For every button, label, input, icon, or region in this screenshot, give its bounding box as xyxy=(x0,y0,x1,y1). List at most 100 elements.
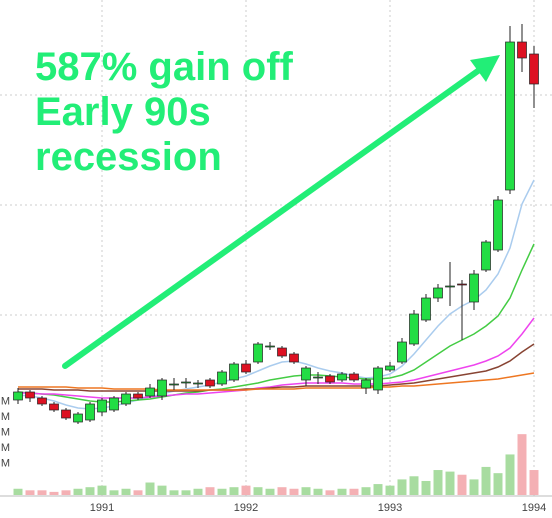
candle-body xyxy=(265,345,275,348)
volume-bar xyxy=(409,476,419,495)
volume-bar xyxy=(217,488,227,495)
volume-bar xyxy=(313,488,323,495)
candle-body xyxy=(85,403,95,421)
moving-average-line xyxy=(18,343,535,392)
candle-body xyxy=(229,363,239,381)
volume-bar xyxy=(97,485,107,495)
volume-bar xyxy=(397,479,407,495)
candle-body xyxy=(493,199,503,251)
candle-body xyxy=(313,376,323,379)
candle-body xyxy=(205,379,215,387)
candle-body xyxy=(25,391,35,399)
volume-bar xyxy=(229,487,239,495)
candle-body xyxy=(301,367,311,381)
annotation-arrow-shaft xyxy=(62,65,485,369)
grid xyxy=(0,0,552,496)
volume-bar xyxy=(13,488,23,495)
moving-average-line xyxy=(18,317,535,399)
candle-body xyxy=(133,393,143,399)
volume-bar xyxy=(337,488,347,495)
volume-bar xyxy=(193,488,203,495)
candle-body xyxy=(109,397,119,411)
volume-bar xyxy=(265,488,275,495)
candle-body xyxy=(385,365,395,371)
candle-body xyxy=(433,287,443,299)
moving-averages xyxy=(17,179,535,410)
candle-body xyxy=(157,379,167,397)
candles xyxy=(13,24,539,424)
candle-body xyxy=(481,241,491,271)
moving-average-line xyxy=(18,372,535,391)
volume-bar xyxy=(517,434,527,495)
candle-body xyxy=(61,409,71,419)
volume-bar xyxy=(457,474,467,495)
volume-tick-label: M xyxy=(1,427,10,439)
volume-bar xyxy=(253,487,263,495)
volume-bar xyxy=(241,485,251,495)
x-tick-label: 1994 xyxy=(522,502,546,514)
volume-bar xyxy=(181,490,191,495)
volume-bar xyxy=(325,490,335,495)
volume-bar xyxy=(373,484,383,495)
volume-tick-label: M xyxy=(1,395,10,407)
candle-body xyxy=(241,363,251,373)
candle-body xyxy=(97,399,107,413)
candle-body xyxy=(253,343,263,363)
volume-tick-label: M xyxy=(1,442,10,454)
volume-bar xyxy=(493,473,503,495)
volume-bar xyxy=(361,487,371,495)
candle-body xyxy=(409,313,419,345)
volume-bar xyxy=(73,488,83,495)
candle-body xyxy=(445,285,455,288)
candle-body xyxy=(217,371,227,385)
candle-body xyxy=(517,41,527,59)
candle-body xyxy=(457,283,467,286)
candle-body xyxy=(529,53,539,85)
candle-body xyxy=(505,41,515,191)
volume-bar xyxy=(169,490,179,495)
candle-body xyxy=(121,393,131,405)
volume-bar xyxy=(289,488,299,495)
volume-bar xyxy=(481,466,491,495)
volume-bar xyxy=(277,487,287,495)
volume-bar xyxy=(301,487,311,495)
candle-body xyxy=(349,373,359,381)
candle-body xyxy=(277,347,287,357)
candle-body xyxy=(193,382,203,385)
candle-body xyxy=(289,353,299,363)
volume-bar xyxy=(145,482,155,495)
x-tick-label: 1992 xyxy=(234,502,258,514)
candle-body xyxy=(421,297,431,321)
volume-bar xyxy=(121,488,131,495)
annotation-text: 587% gain off xyxy=(35,45,294,89)
candle-body xyxy=(469,273,479,303)
candle-body xyxy=(325,375,335,383)
annotation-arrow-head xyxy=(470,55,500,82)
candle-body xyxy=(13,391,23,401)
volume-bar xyxy=(157,485,167,495)
candle-body xyxy=(397,341,407,363)
candle-body xyxy=(169,383,179,386)
volume-tick-label: M xyxy=(1,411,10,423)
candle-body xyxy=(181,381,191,384)
candle-body xyxy=(49,403,59,411)
volume-bar xyxy=(433,470,443,495)
candle-body xyxy=(145,387,155,397)
volume-bar xyxy=(25,490,35,495)
volume-bar xyxy=(61,490,71,495)
volume-bar xyxy=(421,480,431,495)
volume-bar xyxy=(445,471,455,495)
candle-body xyxy=(337,373,347,381)
x-tick-label: 1991 xyxy=(90,502,114,514)
candle-body xyxy=(373,367,383,391)
volume-bar xyxy=(349,488,359,495)
volume-bar xyxy=(505,454,515,495)
volume-tick-label: M xyxy=(1,458,10,470)
x-axis: 1991 1992 1993 1994 xyxy=(0,495,552,514)
volume-bar xyxy=(109,490,119,495)
volume-bar xyxy=(205,487,215,495)
candle-body xyxy=(73,413,83,423)
